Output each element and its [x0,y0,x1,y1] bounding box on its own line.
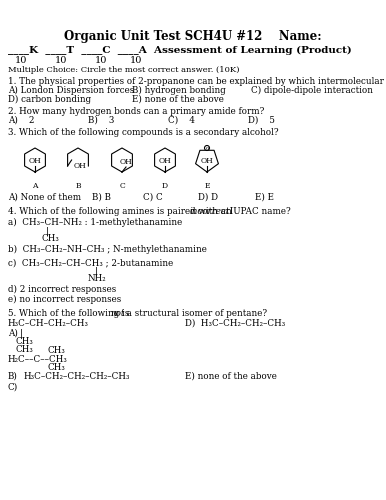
Text: 3. Which of the following compounds is a secondary alcohol?: 3. Which of the following compounds is a… [8,128,279,137]
Text: D)    5: D) 5 [248,116,275,125]
Text: D)  H₃C–CH₂–CH₂–CH₃: D) H₃C–CH₂–CH₂–CH₃ [185,319,285,328]
Text: OH: OH [29,157,41,165]
Text: H₂C––C––CH₃: H₂C––C––CH₃ [8,355,68,364]
Text: |: | [46,226,49,235]
Text: not: not [110,309,124,318]
Text: E) none of the above: E) none of the above [132,95,224,104]
Text: 5. Which of the following is: 5. Which of the following is [8,309,132,318]
Text: |: | [20,329,23,338]
Text: OH: OH [201,157,213,165]
Text: C) C: C) C [143,193,163,202]
Text: CH₃: CH₃ [42,234,60,243]
Text: |: | [95,266,98,276]
Text: A) None of them: A) None of them [8,193,81,202]
Text: ____K  ____T  ____C  ____A  Assessment of Learning (Product): ____K ____T ____C ____A Assessment of Le… [8,46,352,55]
Text: 10: 10 [55,56,68,65]
Text: A) London Dispersion forces: A) London Dispersion forces [8,86,134,95]
Text: 10: 10 [95,56,107,65]
Text: c)  CH₃–CH₂–CH–CH₃ ; 2-butanamine: c) CH₃–CH₂–CH–CH₃ ; 2-butanamine [8,258,173,267]
Text: E: E [204,182,210,190]
Text: B) hydrogen bonding: B) hydrogen bonding [132,86,226,95]
Text: e) no incorrect responses: e) no incorrect responses [8,295,121,304]
Text: C: C [119,182,125,190]
Text: 10: 10 [130,56,142,65]
Text: a structural isomer of pentane?: a structural isomer of pentane? [124,309,267,318]
Text: o: o [205,146,208,150]
Text: D) D: D) D [198,193,218,202]
Text: a)  CH₃–CH–NH₂ : 1-methylethanamine: a) CH₃–CH–NH₂ : 1-methylethanamine [8,218,182,227]
Text: incorrect: incorrect [190,207,230,216]
Text: E) E: E) E [255,193,274,202]
Text: B): B) [8,372,18,381]
Text: 1. The physical properties of 2-propanone can be explained by which intermolecul: 1. The physical properties of 2-propanon… [8,77,386,86]
Text: B) B: B) B [92,193,111,202]
Text: A)    2: A) 2 [8,116,34,125]
Text: CH₃: CH₃ [48,346,66,355]
Text: D) carbon bonding: D) carbon bonding [8,95,91,104]
Circle shape [205,146,210,150]
Text: b)  CH₃–CH₂–NH–CH₃ ; N-methylethanamine: b) CH₃–CH₂–NH–CH₃ ; N-methylethanamine [8,245,207,254]
Text: IUPAC name?: IUPAC name? [227,207,291,216]
Text: A): A) [8,329,18,338]
Text: CH₃: CH₃ [16,337,34,346]
Text: OH: OH [120,158,132,166]
Text: 4. Which of the following amines is paired with an: 4. Which of the following amines is pair… [8,207,235,216]
Text: NH₂: NH₂ [88,274,107,283]
Text: C) dipole-dipole interaction: C) dipole-dipole interaction [251,86,373,95]
Text: C): C) [8,383,18,392]
Text: Organic Unit Test SCH4U #12    Name:: Organic Unit Test SCH4U #12 Name: [64,30,322,43]
Text: H₃C–CH–CH₂–CH₃: H₃C–CH–CH₂–CH₃ [8,319,89,328]
Text: E) none of the above: E) none of the above [185,372,277,381]
Text: Multiple Choice: Circle the most correct answer. (10K): Multiple Choice: Circle the most correct… [8,66,239,74]
Text: C)    4: C) 4 [168,116,195,125]
Text: OH: OH [159,157,171,165]
Text: CH₃: CH₃ [16,345,34,354]
Text: OH: OH [74,162,86,170]
Text: A: A [32,182,38,190]
Text: 2. How many hydrogen bonds can a primary amide form?: 2. How many hydrogen bonds can a primary… [8,107,264,116]
Text: H₃C–CH₂–CH₂–CH₂–CH₃: H₃C–CH₂–CH₂–CH₂–CH₃ [24,372,130,381]
Text: B)    3: B) 3 [88,116,114,125]
Text: B: B [75,182,81,190]
Text: 10: 10 [15,56,27,65]
Text: CH₃: CH₃ [48,363,66,372]
Text: d) 2 incorrect responses: d) 2 incorrect responses [8,285,116,294]
Text: D: D [162,182,168,190]
